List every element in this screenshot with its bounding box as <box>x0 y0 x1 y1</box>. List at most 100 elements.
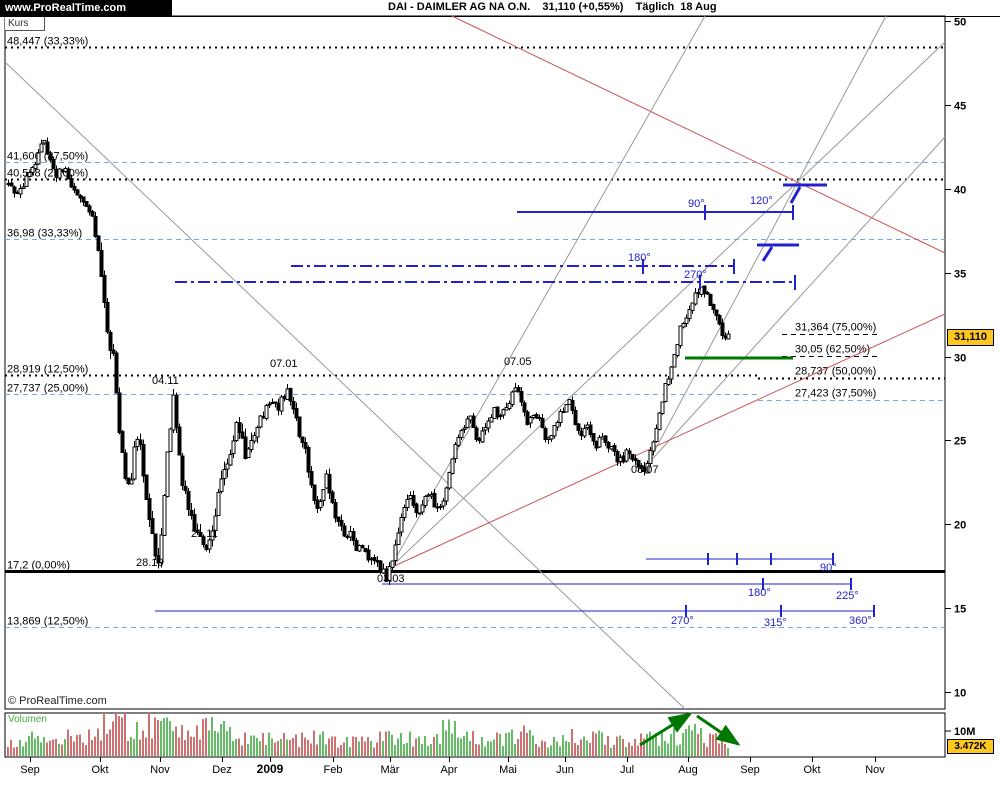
red-trend-line[interactable] <box>389 313 946 569</box>
candle-body <box>201 536 206 546</box>
volume-bar <box>433 736 435 756</box>
volume-bar <box>61 744 63 756</box>
volume-bar <box>586 740 588 756</box>
trend-arrow[interactable] <box>639 712 693 747</box>
candle-body <box>537 417 542 420</box>
volume-bar <box>562 735 564 756</box>
volume-bar <box>187 730 189 756</box>
candle-body <box>390 560 395 569</box>
gray-trend-line[interactable] <box>389 41 946 569</box>
level-lines[interactable]: 48,447 (33,33%) 41,606 (87,50%) 40,588 (25… <box>5 36 945 628</box>
volume-bar <box>538 747 540 756</box>
volume-bar <box>91 740 93 756</box>
volume-bar <box>64 739 66 756</box>
gray-trend-line[interactable] <box>646 136 946 466</box>
brand-bar: www.ProRealTime.com <box>0 0 172 16</box>
volume-bar <box>367 737 369 756</box>
candle-body <box>159 534 164 563</box>
volume-bar <box>508 732 510 756</box>
watermark-copyright: © ProRealTime.com <box>8 695 107 707</box>
gray-trend-line[interactable] <box>4 61 686 710</box>
volume-bar <box>145 737 147 756</box>
volume-bar <box>106 734 108 756</box>
volume-bar <box>466 731 468 756</box>
volume-bar <box>580 739 582 756</box>
volume-bar <box>505 733 507 756</box>
time-axis-label: Sep <box>740 764 760 776</box>
volume-bar <box>520 731 522 756</box>
candle-body <box>540 418 545 429</box>
volume-bar <box>268 732 270 756</box>
volume-bar <box>151 738 153 756</box>
candle-body <box>405 498 410 508</box>
pane-title-volume: Volumen <box>8 714 47 725</box>
candle-body <box>309 470 314 486</box>
volume-bar <box>715 733 717 756</box>
flag-marker-slash[interactable] <box>789 186 802 204</box>
candle-body <box>402 507 407 518</box>
volume-bar <box>445 730 447 756</box>
candle-body <box>30 166 35 174</box>
candle-body <box>510 391 515 405</box>
candle-body <box>651 441 656 452</box>
gann-angle-drawings[interactable]: 90° 120° 180° 270° 90° 180° 225° 270° 315° 360° <box>155 183 875 629</box>
volume-bar <box>322 731 324 756</box>
volume-bar <box>553 737 555 756</box>
candle-body <box>72 186 77 191</box>
candle-body <box>186 491 191 511</box>
candle-body <box>243 436 248 459</box>
red-trend-line[interactable] <box>451 15 946 254</box>
candle-body <box>87 205 92 213</box>
candle-body <box>444 487 449 502</box>
candle-body <box>708 294 713 306</box>
candle-body <box>351 530 356 541</box>
volume-bar <box>136 722 138 756</box>
candle-body <box>279 396 284 412</box>
volume-bar <box>355 736 357 756</box>
volume-bar <box>376 742 378 756</box>
candle-body <box>36 152 41 165</box>
trend-arrow[interactable] <box>696 714 741 746</box>
volume-bar <box>16 746 18 756</box>
gray-trend-line[interactable] <box>646 15 887 466</box>
volume-bar <box>79 734 81 756</box>
volume-bar <box>193 737 195 756</box>
volume-bar <box>718 743 720 756</box>
volume-bar <box>439 744 441 756</box>
volume-bar <box>379 731 381 756</box>
level-label: 30,05 (62,50%) <box>795 344 870 356</box>
candle-body <box>90 211 95 217</box>
candle-body <box>228 454 233 466</box>
volume-bar <box>541 740 543 756</box>
gray-trend-line[interactable] <box>389 15 706 569</box>
axes: 50 45 40 35 30 25 20 15 10 10M Sep Okt Nov Dez 2009 Feb… <box>20 17 975 777</box>
candle-body <box>66 168 71 180</box>
volume-bar <box>487 741 489 756</box>
volume-bar <box>310 743 312 756</box>
volume-bar <box>109 729 111 756</box>
candle-body <box>474 427 479 440</box>
volume-bar <box>346 737 348 756</box>
volume-bar <box>358 741 360 756</box>
candle-body <box>165 451 170 497</box>
candle-body <box>180 455 185 487</box>
volume-bar <box>655 732 657 756</box>
candle-body <box>624 449 629 462</box>
candle-body <box>246 448 251 458</box>
volume-bar <box>373 747 375 756</box>
volume-bar <box>625 747 627 756</box>
candle-body <box>459 430 464 439</box>
candle-body <box>150 518 155 535</box>
date-label: 07.05 <box>504 356 532 368</box>
volume-bar <box>388 731 390 756</box>
flag-marker-slash[interactable] <box>761 246 774 262</box>
candle-body <box>366 549 371 561</box>
volume-bar <box>451 733 453 756</box>
level-label: 28,737 (50,00%) <box>795 366 876 378</box>
level-label: 31,364 (75,00%) <box>795 322 876 334</box>
candle-body <box>414 503 419 514</box>
trend-lines[interactable] <box>4 15 946 710</box>
candle-body <box>372 557 377 562</box>
volume-bar <box>13 747 15 756</box>
